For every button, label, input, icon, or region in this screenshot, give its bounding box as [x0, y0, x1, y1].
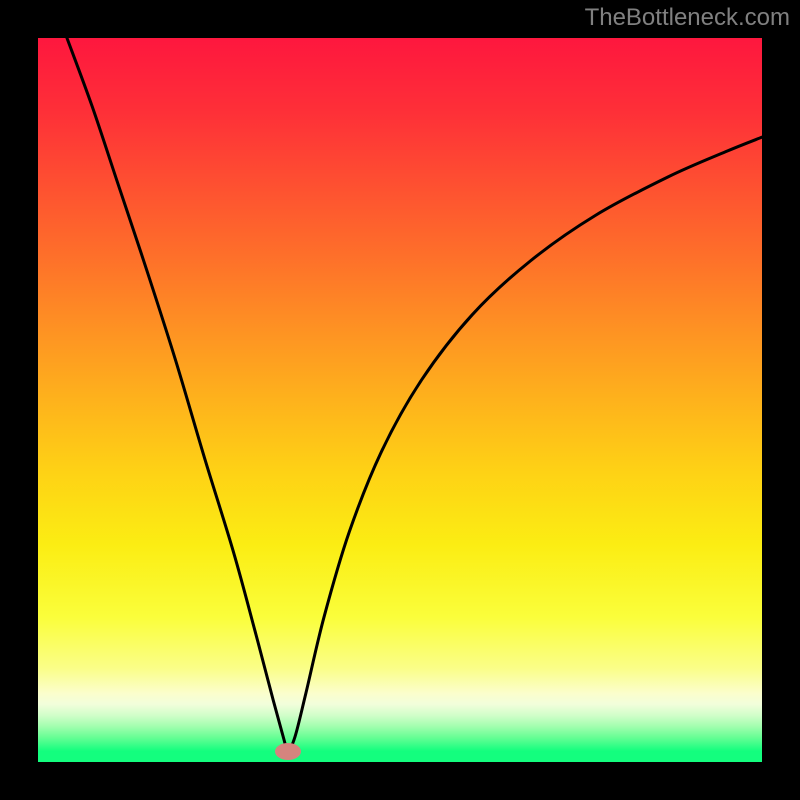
watermark-text: TheBottleneck.com [585, 4, 790, 32]
bottleneck-gradient-plot [38, 38, 762, 762]
optimal-point-marker [275, 743, 301, 760]
chart-outer-frame: TheBottleneck.com [0, 0, 800, 800]
